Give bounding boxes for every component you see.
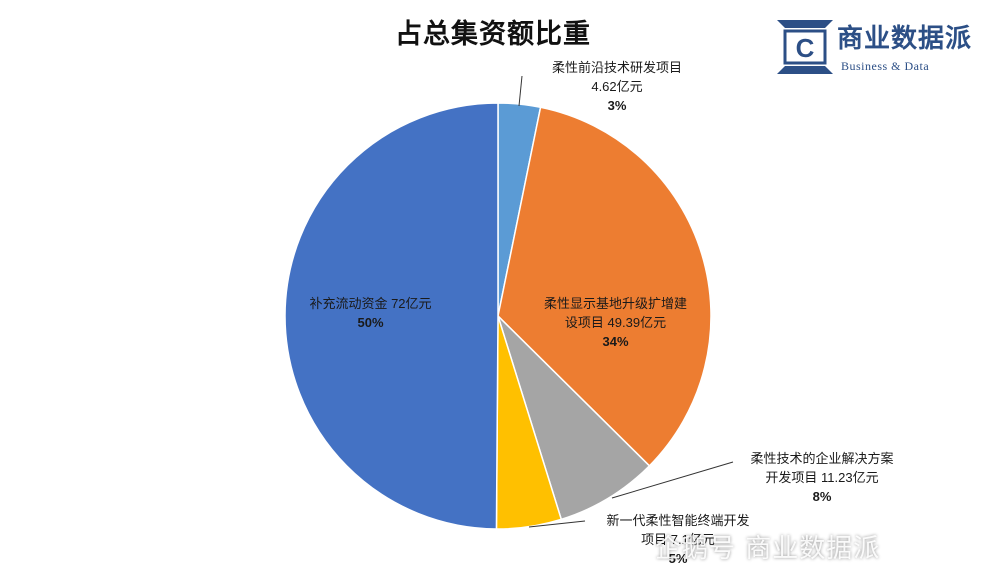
pie-slice-1 bbox=[497, 106, 712, 467]
slice-label-3: 新一代柔性智能终端开发 项目 7.1亿元 5% bbox=[583, 511, 773, 568]
slice-label-4-name: 补充流动资金 72亿元 bbox=[309, 296, 432, 311]
slice-label-2-value: 开发项目 11.23亿元 bbox=[765, 470, 879, 485]
slice-label-0-name: 柔性前沿技术研发项目 bbox=[551, 60, 682, 75]
slice-label-0-value: 4.62亿元 bbox=[591, 79, 643, 94]
leader-line-0 bbox=[518, 75, 523, 107]
pie-slice-2 bbox=[497, 315, 651, 521]
slice-label-2: 柔性技术的企业解决方案 开发项目 11.23亿元 8% bbox=[722, 449, 922, 506]
slice-label-0-percent: 3% bbox=[607, 98, 627, 113]
slice-label-1: 柔性显示基地升级扩增建 设项目 49.39亿元 34% bbox=[523, 294, 708, 351]
slice-label-3-percent: 5% bbox=[668, 551, 688, 566]
slice-label-4: 补充流动资金 72亿元 50% bbox=[278, 294, 463, 332]
leader-line-2 bbox=[611, 461, 734, 499]
pie-slice-4 bbox=[284, 102, 499, 530]
brand-logo: C 商业数据派 Business & Data bbox=[775, 14, 990, 80]
slice-label-1-value: 设项目 49.39亿元 bbox=[564, 315, 667, 330]
logo-letter: C bbox=[796, 33, 815, 63]
chart-title: 占总集资额比重 bbox=[395, 19, 591, 50]
logo-cn-text: 商业数据派 bbox=[837, 24, 973, 54]
slice-label-3-name: 新一代柔性智能终端开发 bbox=[606, 513, 750, 528]
slice-label-1-name: 柔性显示基地升级扩增建 bbox=[543, 296, 687, 311]
slice-label-0: 柔性前沿技术研发项目 4.62亿元 3% bbox=[522, 58, 712, 115]
slice-label-2-name: 柔性技术的企业解决方案 bbox=[750, 451, 894, 466]
watermark: 企鹅号 商业数据派 bbox=[655, 534, 881, 564]
logo-emblem-icon: C bbox=[777, 20, 833, 74]
slice-label-3-value: 项目 7.1亿元 bbox=[641, 532, 715, 547]
slice-label-4-percent: 50% bbox=[357, 315, 384, 330]
slice-label-2-percent: 8% bbox=[812, 489, 832, 504]
slice-label-1-percent: 34% bbox=[602, 334, 629, 349]
leader-line-3 bbox=[528, 520, 586, 528]
logo-en-text: Business & Data bbox=[841, 59, 930, 73]
